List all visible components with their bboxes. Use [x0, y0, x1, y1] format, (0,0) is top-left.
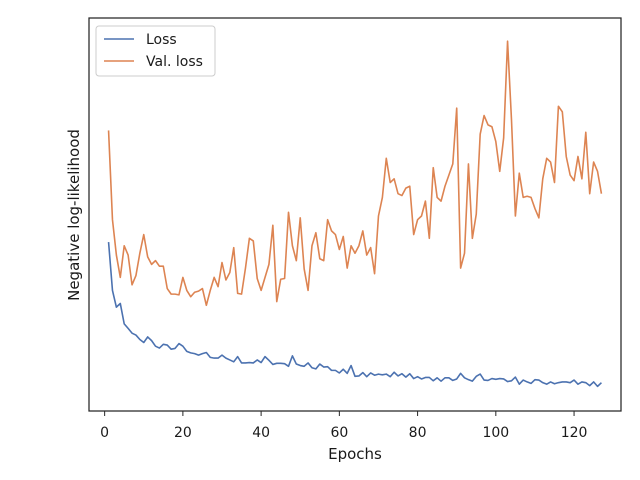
x-tick-label: 40 — [252, 425, 270, 441]
x-tick-label: 60 — [330, 425, 348, 441]
series-line-loss — [107, 241, 602, 388]
y-axis-label: Negative log-likelihood — [65, 129, 83, 301]
x-tick-label: 80 — [409, 425, 427, 441]
x-tick-label: 100 — [482, 425, 509, 441]
x-axis-ticks: 0 20 40 60 80 100 120 — [100, 411, 587, 441]
series-line-val-loss — [107, 40, 603, 307]
x-axis-label: Epochs — [328, 445, 382, 463]
legend-label-loss: Loss — [146, 32, 177, 48]
series-layer — [107, 40, 603, 388]
x-tick-label: 20 — [174, 425, 192, 441]
plot-area-frame — [88, 17, 622, 412]
legend-label-val-loss: Val. loss — [146, 54, 203, 70]
legend: Loss Val. loss — [95, 25, 216, 77]
x-tick-label: 120 — [561, 425, 588, 441]
x-tick-label: 0 — [100, 425, 109, 441]
